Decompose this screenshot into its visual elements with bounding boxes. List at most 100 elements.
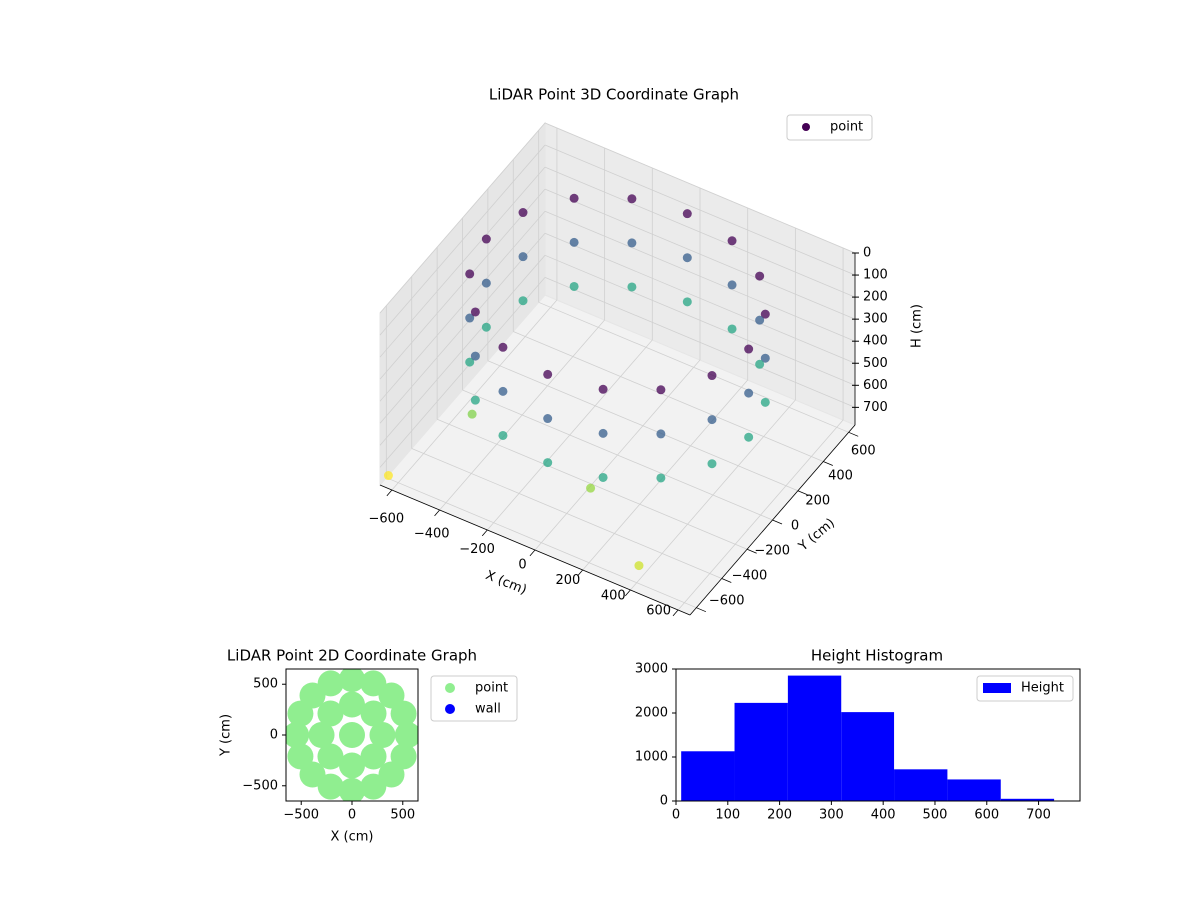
grid-line [386, 477, 697, 609]
point [394, 722, 418, 748]
x-tick-label: −200 [459, 542, 495, 557]
point [707, 371, 717, 381]
point [755, 359, 765, 369]
axes-frame [675, 668, 1081, 802]
y-tick-label: 1000 [635, 750, 668, 765]
grid-line [379, 255, 546, 446]
x-tick-label: 200 [767, 808, 792, 823]
point [339, 752, 365, 779]
point [656, 385, 666, 395]
point [598, 428, 608, 438]
plot-area [286, 669, 418, 801]
tick-mark [823, 461, 833, 466]
point [727, 280, 737, 290]
point [727, 324, 737, 334]
point [481, 278, 491, 288]
point [339, 777, 365, 801]
point [569, 237, 579, 247]
x-tick-label: 700 [1026, 808, 1051, 823]
point [360, 700, 387, 727]
point [598, 384, 608, 394]
x-tick-label: −500 [283, 808, 319, 823]
y-tick-label: 200 [805, 494, 830, 509]
y-tick-label: 2000 [635, 706, 668, 721]
point [656, 429, 666, 439]
y-tick-label: 0 [270, 728, 278, 743]
tick-mark [746, 548, 757, 554]
x-tick-label: 0 [672, 808, 680, 823]
point [465, 313, 475, 323]
bar [894, 769, 948, 801]
point [760, 397, 770, 407]
x-tick-label: 400 [871, 808, 896, 823]
bar [734, 702, 788, 801]
point [707, 459, 717, 469]
point [339, 669, 365, 693]
y-tick-label: 3000 [635, 662, 668, 677]
x-tick-label: 0 [518, 558, 526, 573]
y-tick-label: 600 [851, 444, 876, 459]
legend-label: point [475, 681, 508, 696]
point [634, 561, 644, 571]
legend-marker [445, 683, 455, 693]
point [390, 743, 417, 770]
x-tick-label: 200 [555, 573, 580, 588]
point [727, 236, 737, 246]
point [569, 281, 579, 291]
point [518, 252, 528, 262]
y-axis-line [689, 424, 856, 616]
z-tick-label: 300 [863, 312, 888, 327]
point [627, 194, 637, 204]
point [682, 297, 692, 307]
point [317, 700, 344, 727]
point [498, 342, 508, 352]
bar [841, 712, 895, 801]
point [656, 473, 666, 483]
x-tick-label: −600 [368, 511, 404, 526]
grid-line [544, 276, 856, 408]
point [470, 307, 480, 317]
point [360, 743, 387, 770]
bar [947, 779, 1001, 801]
tick-mark [696, 607, 707, 613]
grid-line [379, 277, 546, 468]
y-tick-label: −400 [732, 568, 768, 583]
grid-line [462, 389, 773, 521]
x-tick-label: 500 [390, 808, 415, 823]
x-tick-label: 500 [923, 808, 948, 823]
tick-mark [386, 489, 393, 497]
z-tick-label: 600 [863, 378, 888, 393]
grid-line [544, 122, 856, 254]
legend-label: point [830, 120, 863, 135]
grid-line [544, 232, 856, 364]
point [755, 315, 765, 325]
legend-box [430, 675, 518, 722]
point [744, 388, 754, 398]
point [518, 208, 528, 218]
grid-line [544, 254, 856, 386]
point [543, 369, 553, 379]
x-tick-label: 600 [974, 808, 999, 823]
point [518, 296, 528, 306]
z-tick-label: 500 [863, 356, 888, 371]
point [498, 430, 508, 440]
point [543, 458, 553, 468]
point [760, 353, 770, 363]
tick-mark [672, 609, 679, 617]
point [744, 344, 754, 354]
x-axis-label: X (cm) [331, 830, 374, 845]
point [308, 722, 335, 748]
z-tick-label: 400 [863, 334, 888, 349]
z-tick-label: 0 [863, 246, 871, 261]
point [543, 414, 553, 424]
tick-mark [721, 578, 732, 583]
point [467, 409, 477, 419]
point [598, 472, 608, 482]
legend-marker [983, 683, 1011, 693]
point [339, 691, 365, 718]
y-tick-label: −500 [242, 778, 278, 793]
point [286, 722, 310, 748]
point [465, 357, 475, 367]
x-tick-label: 300 [819, 808, 844, 823]
